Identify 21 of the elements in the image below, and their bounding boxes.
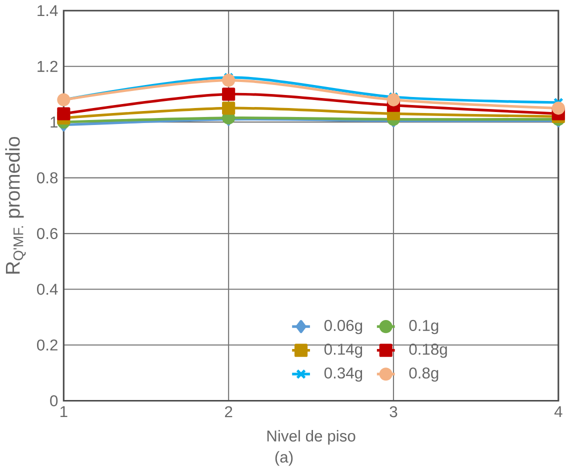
x-axis-title: Nivel de piso xyxy=(267,430,356,445)
y-tick-label: 0.2 xyxy=(37,340,58,351)
legend-label: 0.18g xyxy=(409,344,447,358)
y-tick-label: 0.6 xyxy=(37,228,58,240)
legend-label: 0.1g xyxy=(409,320,438,334)
x-tick-label: 1 xyxy=(60,406,68,418)
legend-label: 0.34g xyxy=(324,368,362,382)
y-tick-label: 1.4 xyxy=(38,5,58,16)
y-tick-label: 1 xyxy=(50,116,58,128)
y-tick-label: 0 xyxy=(50,395,58,406)
x-tick-label: 3 xyxy=(390,406,398,418)
y-axis-title: R$_{Q'MF.}$ promedio xyxy=(5,137,26,274)
text: (a) xyxy=(275,451,293,466)
x-tick-label: 2 xyxy=(225,406,232,418)
legend-label: 0.8g xyxy=(409,368,438,382)
y-tick-label: 0.4 xyxy=(37,284,58,295)
legend-label: 0.14g xyxy=(324,344,362,358)
x-tick-label: 4 xyxy=(554,406,562,418)
y-tick-label: 0.8 xyxy=(37,172,58,184)
legend-label: 0.06g xyxy=(324,320,362,334)
y-tick-label: 1.2 xyxy=(38,60,58,72)
